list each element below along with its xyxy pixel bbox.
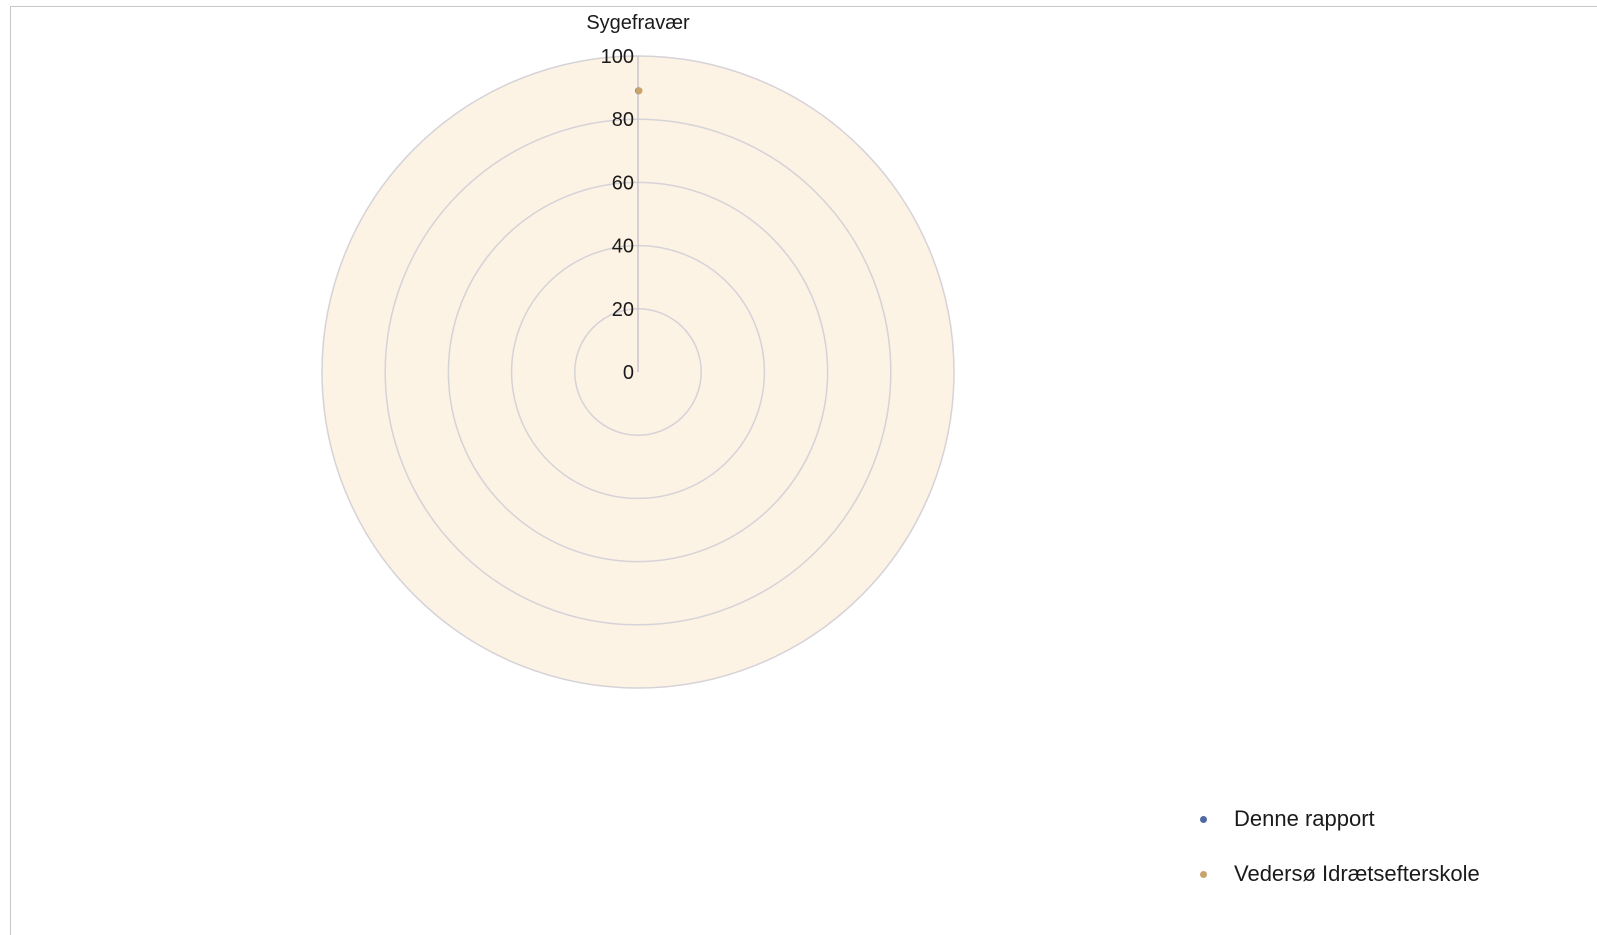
tick-labels: 0 20 40 60 80 100 bbox=[601, 46, 634, 384]
tick-label-40: 40 bbox=[612, 236, 634, 258]
tick-label-20: 20 bbox=[612, 299, 634, 321]
tick-label-80: 80 bbox=[612, 109, 634, 131]
legend-label: Denne rapport bbox=[1234, 806, 1375, 831]
legend-marker-icon bbox=[1200, 816, 1207, 823]
legend-marker-icon bbox=[1200, 871, 1207, 878]
tick-label-0: 0 bbox=[623, 362, 634, 384]
tick-label-60: 60 bbox=[612, 172, 634, 194]
tick-label-100: 100 bbox=[601, 46, 634, 68]
data-points bbox=[635, 87, 643, 95]
axis-title: Sygefravær bbox=[586, 12, 690, 34]
legend-label: Vedersø Idrætsefterskole bbox=[1234, 861, 1480, 886]
data-point-1-0[interactable] bbox=[635, 87, 643, 95]
